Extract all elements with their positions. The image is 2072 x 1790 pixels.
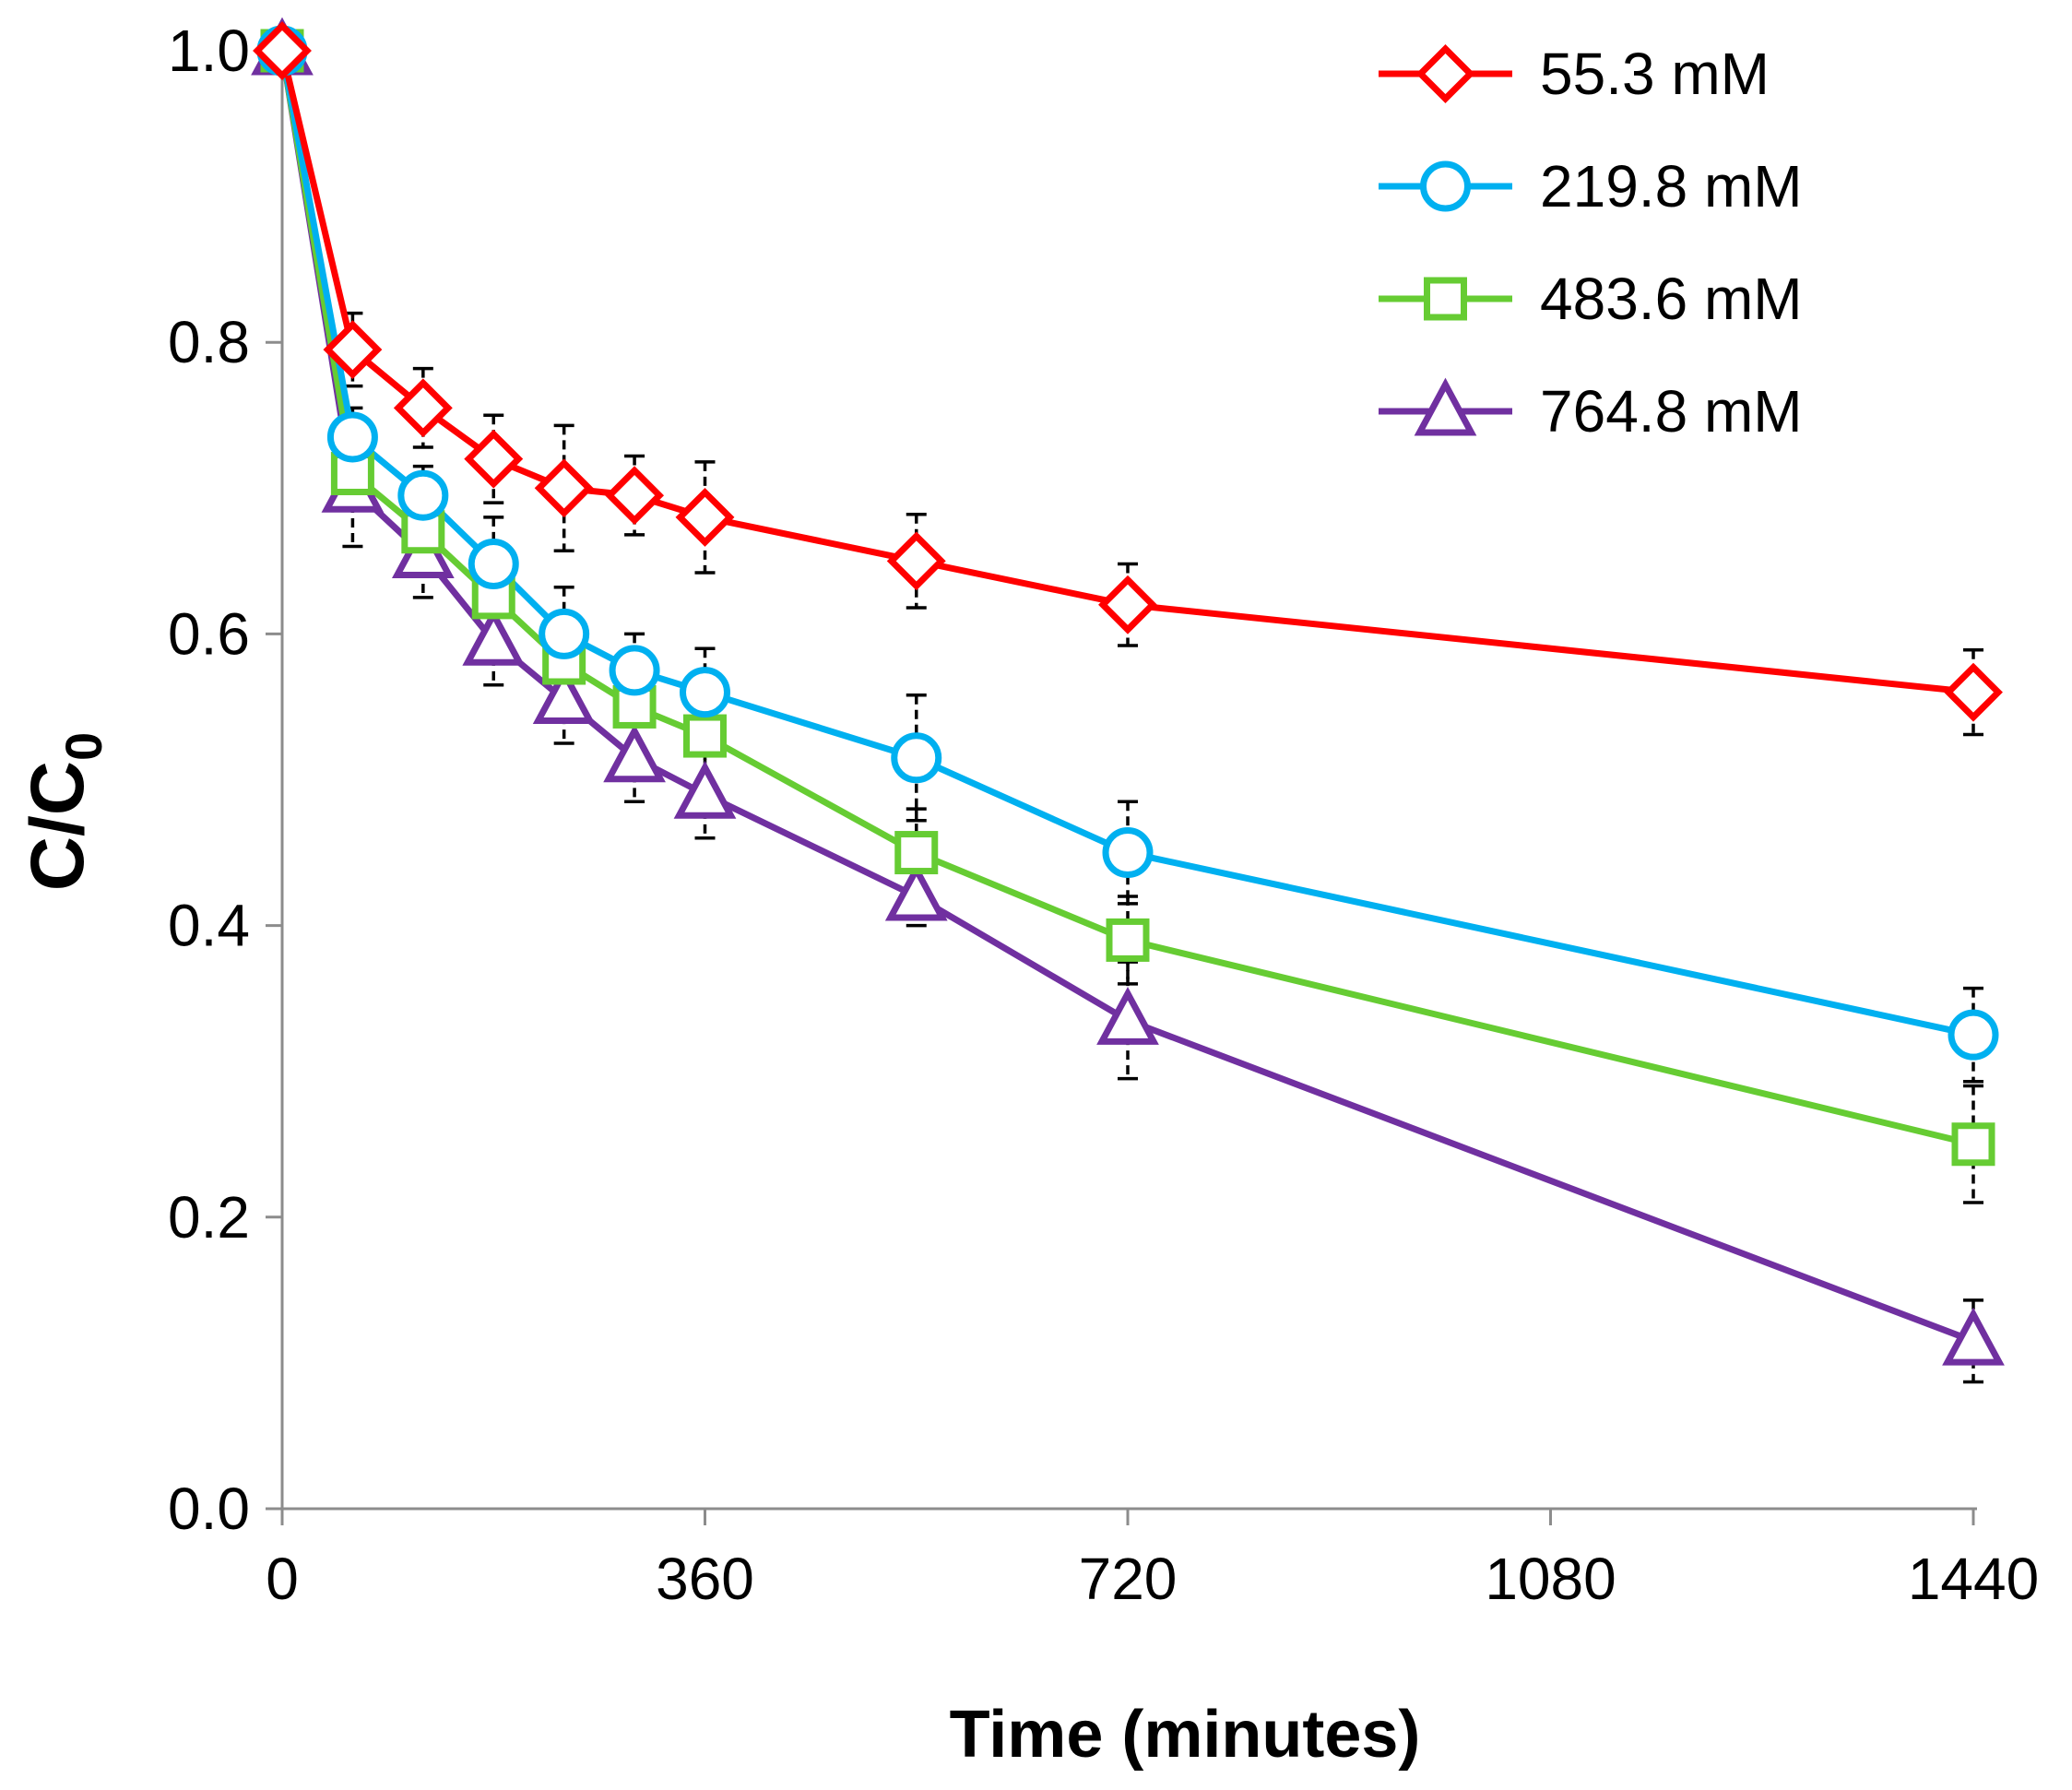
data-point-55-3-mm bbox=[253, 21, 312, 80]
y-tick-label: 1.0 bbox=[168, 18, 250, 84]
data-point-55-3-mm bbox=[1944, 662, 2003, 722]
data-point-483-6-mm bbox=[683, 714, 727, 758]
legend-marker-55-3-mm bbox=[1415, 44, 1475, 103]
y-axis-title-group: C/C0 bbox=[16, 732, 112, 891]
data-point-219-8-mm bbox=[539, 608, 590, 659]
data-point-55-3-mm bbox=[464, 429, 524, 489]
legend-label-764-8-mm: 764.8 mM bbox=[1540, 378, 1803, 445]
x-tick-label: 360 bbox=[656, 1546, 754, 1612]
axes bbox=[280, 41, 1977, 1525]
legend-marker-764-8-mm bbox=[1414, 377, 1477, 436]
data-point-483-6-mm bbox=[1951, 1122, 1995, 1167]
y-tick-label: 0.4 bbox=[168, 893, 250, 959]
series-line-483-6-mm bbox=[278, 47, 1977, 1148]
series-group bbox=[251, 17, 2005, 1366]
series-line-764-8-mm bbox=[278, 47, 1977, 1345]
data-point-55-3-mm bbox=[534, 458, 594, 518]
data-point-55-3-mm bbox=[323, 320, 383, 380]
data-point-483-6-mm bbox=[1106, 918, 1150, 962]
data-point-219-8-mm bbox=[1102, 827, 1154, 879]
x-tick-label: 1080 bbox=[1485, 1546, 1616, 1612]
y-axis-title-main: C/C bbox=[16, 761, 100, 891]
data-point-764-8-mm bbox=[884, 862, 948, 921]
data-point-219-8-mm bbox=[680, 667, 730, 718]
data-point-764-8-mm bbox=[673, 760, 737, 819]
y-axis-title: C/C0 bbox=[16, 732, 112, 891]
legend-label-219-8-mm: 219.8 mM bbox=[1540, 153, 1803, 219]
data-point-219-8-mm bbox=[891, 732, 942, 784]
data-point-219-8-mm bbox=[326, 411, 378, 463]
data-point-764-8-mm bbox=[1096, 986, 1159, 1045]
x-tick-label: 0 bbox=[266, 1546, 299, 1612]
data-point-55-3-mm bbox=[886, 531, 946, 591]
series-line-55-3-mm bbox=[278, 47, 1977, 696]
data-point-55-3-mm bbox=[1098, 575, 1157, 634]
legend-label-483-6-mm: 483.6 mM bbox=[1540, 266, 1803, 332]
y-tick-label: 0.0 bbox=[168, 1476, 250, 1542]
data-point-55-3-mm bbox=[675, 487, 735, 547]
x-tick-label: 1440 bbox=[1908, 1546, 2039, 1612]
legend-marker-219-8-mm bbox=[1420, 160, 1471, 212]
x-axis-title: Time (minutes) bbox=[950, 1698, 1421, 1772]
ticks: 0.0 0.2 0.4 0.6 0.8 1.0 0 360 720 1080 1440 bbox=[168, 18, 2039, 1612]
data-point-764-8-mm bbox=[1942, 1307, 2005, 1366]
y-tick-label: 0.6 bbox=[168, 600, 250, 667]
series-line-219-8-mm bbox=[278, 47, 1977, 1038]
y-axis-title-subscript: 0 bbox=[54, 732, 112, 761]
data-point-219-8-mm bbox=[468, 539, 519, 590]
legend: 55.3 mM 219.8 mM 483.6 mM 764.8 mM bbox=[1379, 41, 1803, 445]
error-bars bbox=[342, 311, 1983, 1384]
data-point-764-8-mm bbox=[603, 724, 666, 783]
x-tick-label: 720 bbox=[1079, 1546, 1178, 1612]
data-point-219-8-mm bbox=[397, 469, 449, 521]
data-point-483-6-mm bbox=[894, 831, 939, 875]
data-point-764-8-mm bbox=[462, 607, 526, 666]
y-tick-label: 0.8 bbox=[168, 309, 250, 375]
data-point-219-8-mm bbox=[1948, 1009, 1999, 1061]
data-point-219-8-mm bbox=[609, 645, 660, 696]
data-point-55-3-mm bbox=[393, 378, 453, 438]
legend-marker-483-6-mm bbox=[1424, 277, 1467, 321]
data-point-55-3-mm bbox=[605, 466, 665, 526]
y-tick-label: 0.2 bbox=[168, 1184, 250, 1251]
data-point-764-8-mm bbox=[532, 666, 596, 725]
legend-label-55-3-mm: 55.3 mM bbox=[1540, 41, 1770, 107]
